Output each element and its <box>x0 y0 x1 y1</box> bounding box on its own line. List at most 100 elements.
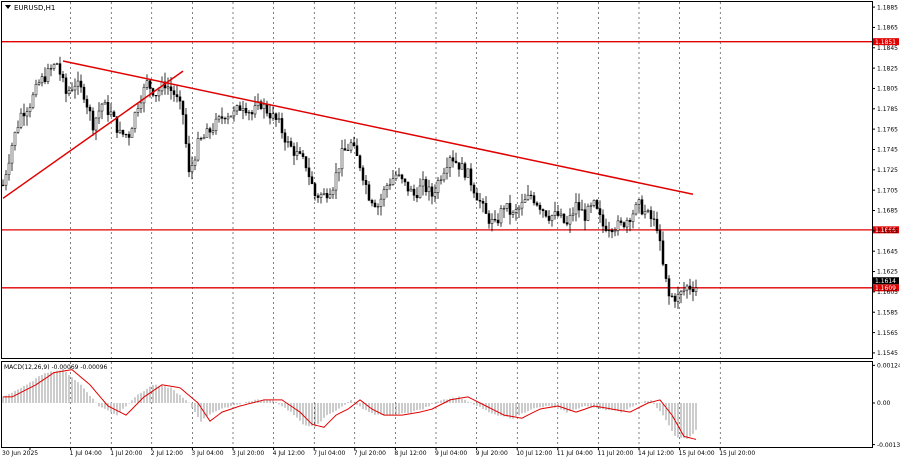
price-tick-label: 1.1625 <box>877 269 898 276</box>
candle-body <box>322 193 326 195</box>
candle-body <box>637 199 641 205</box>
candle-body <box>529 194 533 196</box>
candle-body <box>40 76 44 84</box>
candle-body <box>154 94 158 97</box>
candle-body <box>175 94 179 98</box>
candle-body <box>337 168 341 174</box>
price-tick-label: 1.1545 <box>877 350 898 357</box>
candle-body <box>73 85 77 91</box>
candle-body <box>100 103 104 112</box>
candle-body <box>88 106 92 112</box>
candle-body <box>541 209 545 212</box>
price-tick-label: 1.1885 <box>877 4 898 11</box>
trendline[interactable] <box>62 60 694 195</box>
time-tick-label: 15 Jul 04:00 <box>679 450 715 457</box>
candle-body <box>13 132 17 146</box>
candle-body <box>97 110 101 119</box>
candle-body <box>583 209 587 221</box>
candle-body <box>46 68 50 82</box>
candle-body <box>139 102 143 109</box>
candle-body <box>106 102 110 115</box>
price-tick-label: 1.1865 <box>877 25 898 32</box>
price-tick-label: 1.1825 <box>877 65 898 72</box>
candle-body <box>67 90 71 94</box>
candle-body <box>532 195 536 204</box>
candle-body <box>682 289 686 292</box>
candle-body <box>121 129 125 135</box>
candle-body <box>643 210 647 215</box>
candle-body <box>349 142 353 151</box>
candle-body <box>640 199 644 215</box>
candle-body <box>442 172 446 181</box>
candle-body <box>211 130 215 133</box>
price-tick-label: 1.1785 <box>877 106 898 113</box>
candle-body <box>82 86 86 100</box>
candle-body <box>223 118 227 120</box>
time-tick-label: 10 Jul 12:00 <box>516 450 552 457</box>
candle-body <box>661 240 665 265</box>
candle-body <box>202 137 206 140</box>
candle-body <box>415 195 419 199</box>
candle-body <box>4 174 8 186</box>
candle-body <box>634 204 638 215</box>
candle-body <box>19 112 23 128</box>
candle-body <box>427 186 431 193</box>
candle-body <box>37 82 41 85</box>
trendline[interactable] <box>2 70 184 199</box>
candle-body <box>568 215 572 225</box>
candle-body <box>28 107 32 112</box>
price-tick-label: 1.1585 <box>877 309 898 316</box>
candle-body <box>127 134 131 138</box>
candle-body <box>331 189 335 195</box>
candle-body <box>601 214 605 227</box>
macd-signal-line <box>3 369 697 440</box>
candle-body <box>85 99 89 108</box>
candle-body <box>577 202 581 211</box>
candle-body <box>445 167 449 174</box>
candle-body <box>652 218 656 220</box>
level-price-box <box>873 38 899 46</box>
price-tick-label: 1.1565 <box>877 330 898 337</box>
candle-body <box>394 174 398 180</box>
candle-body <box>403 178 407 183</box>
candle-body <box>670 295 674 297</box>
price-tick-label: 1.1645 <box>877 248 898 255</box>
candle-body <box>550 215 554 221</box>
candle-body <box>517 207 521 210</box>
candle-body <box>499 208 503 224</box>
candle-body <box>280 118 284 134</box>
price-tick-label: 1.1705 <box>877 187 898 194</box>
candle-body <box>373 202 377 208</box>
main-chart-frame <box>1 1 873 359</box>
candle-body <box>94 117 98 131</box>
candle-body <box>283 132 287 143</box>
candle-body <box>340 148 344 170</box>
candle-body <box>271 113 275 119</box>
candle-body <box>520 202 524 209</box>
candle-body <box>553 211 557 216</box>
time-axis: 30 Jun 2025 1 Jul 04:00 1 Jul 20:00 2 Jul 1… <box>2 447 755 457</box>
candle-body <box>622 222 626 228</box>
candle-body <box>310 176 314 184</box>
level-price-box <box>873 284 899 292</box>
candle-body <box>358 155 362 169</box>
level-price-label: 1.1609 <box>875 285 896 292</box>
candle-body <box>535 202 539 206</box>
macd-grid <box>70 362 721 447</box>
candle-body <box>109 111 113 115</box>
candle-body <box>112 111 116 117</box>
candle-body <box>481 201 485 204</box>
candle-body <box>655 218 659 231</box>
symbol-dropdown-icon[interactable] <box>5 5 11 9</box>
candle-body <box>430 186 434 197</box>
candle-body <box>397 174 401 176</box>
candle-body <box>631 213 635 222</box>
candle-body <box>355 145 359 156</box>
candle-body <box>133 112 137 129</box>
time-tick-label: 2 Jul 12:00 <box>151 450 183 457</box>
candle-body <box>181 100 185 115</box>
level-price-label: 1.1666 <box>875 227 896 234</box>
candle-body <box>31 94 35 108</box>
